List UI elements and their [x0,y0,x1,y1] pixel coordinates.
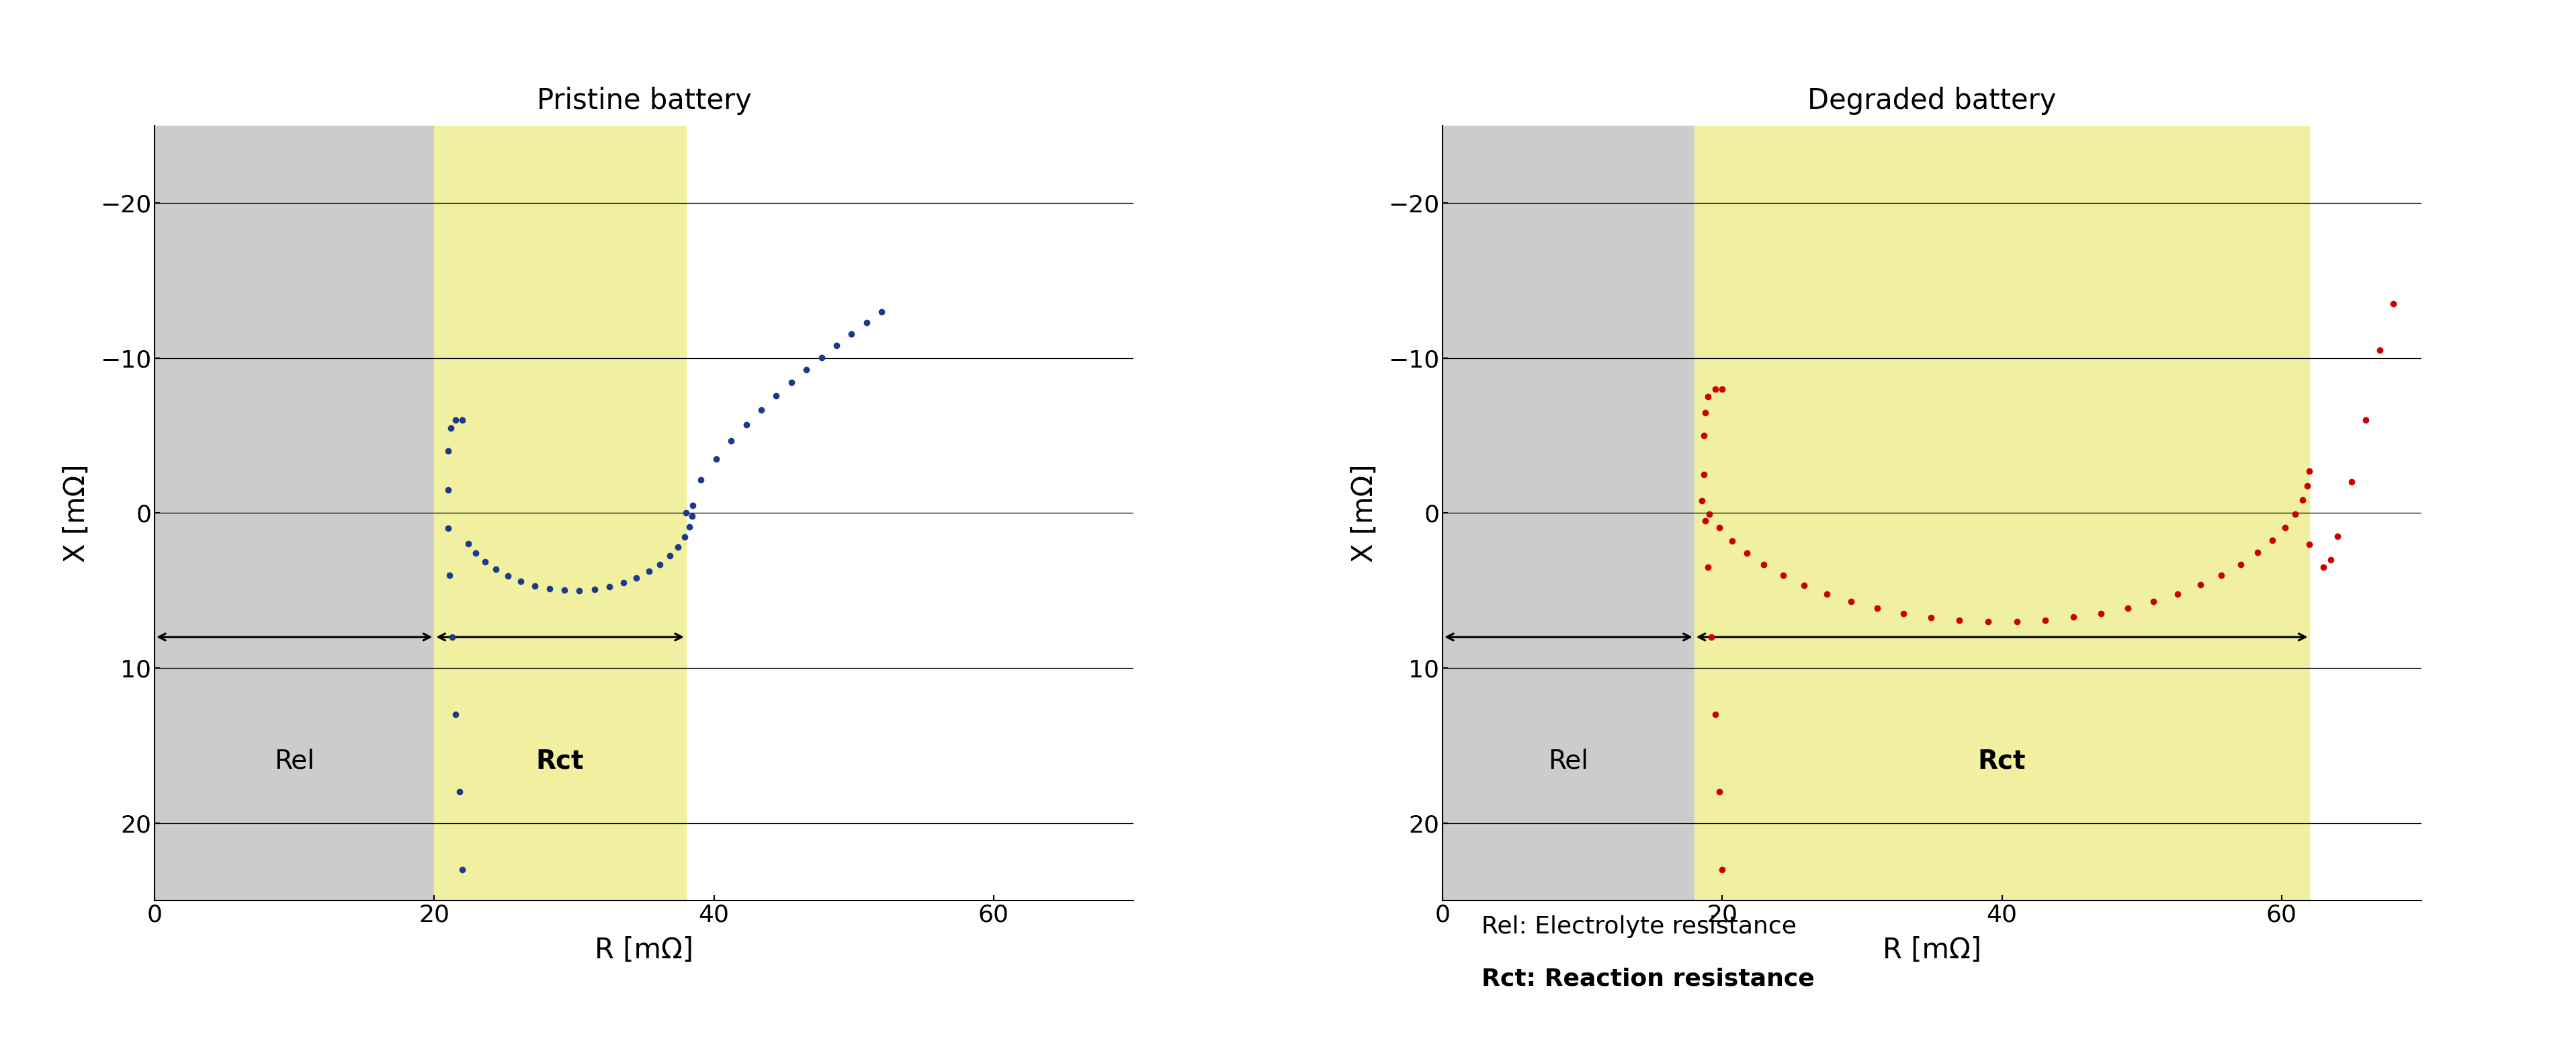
Text: Rel: Rel [1548,749,1589,774]
Text: Rel: Rel [273,749,314,774]
X-axis label: R [mΩ]: R [mΩ] [595,936,693,964]
Text: Rel: Electrolyte resistance: Rel: Electrolyte resistance [1481,915,1795,938]
Y-axis label: X [mΩ]: X [mΩ] [1350,464,1378,562]
Text: Rct: Rct [1978,749,2025,774]
Bar [435,126,685,900]
Bar [155,126,435,900]
Bar [1443,126,1695,900]
Text: Rct: Rct [536,749,585,774]
Text: Rct: Reaction resistance: Rct: Reaction resistance [1481,967,1814,990]
Y-axis label: X [mΩ]: X [mΩ] [62,464,90,562]
Bar [1695,126,2311,900]
Title: Degraded battery: Degraded battery [1808,87,2056,115]
X-axis label: R [mΩ]: R [mΩ] [1883,936,1981,964]
Title: Pristine battery: Pristine battery [536,87,752,115]
